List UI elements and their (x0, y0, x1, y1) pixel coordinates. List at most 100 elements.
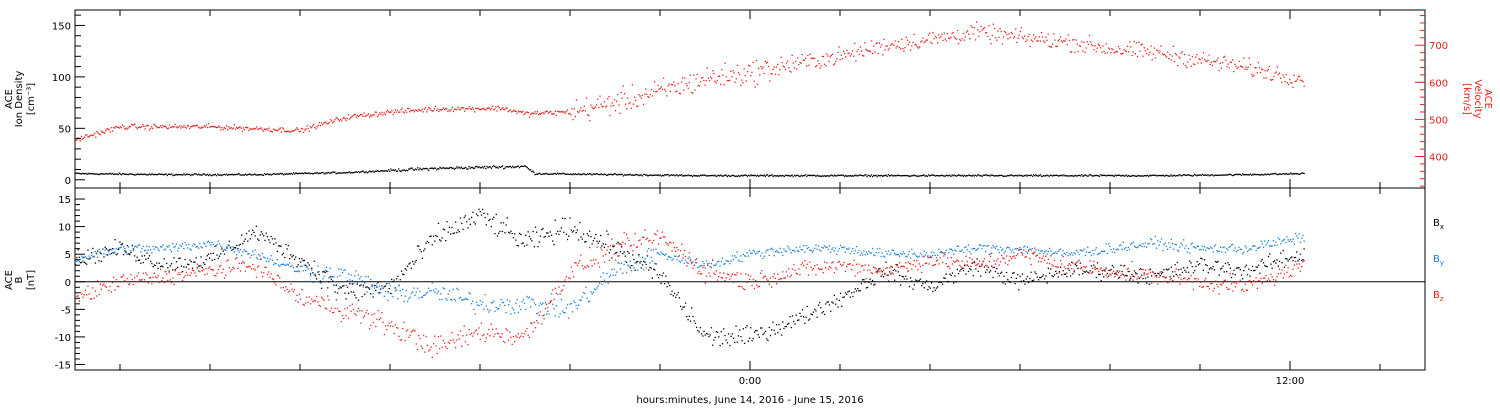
velocity-point (118, 127, 120, 129)
bz-point (641, 236, 644, 239)
density-point (1015, 174, 1017, 177)
density-point (723, 175, 725, 177)
bz-point (377, 309, 379, 312)
density-point (564, 173, 566, 175)
bz-point (393, 332, 395, 335)
velocity-point (731, 76, 733, 78)
velocity-point (305, 128, 307, 130)
velocity-point (1096, 47, 1098, 49)
density-point (477, 166, 479, 169)
bx-point (1154, 272, 1156, 275)
velocity-point (256, 126, 258, 128)
by-point (653, 249, 655, 251)
velocity-point (85, 134, 87, 136)
density-point (896, 174, 898, 177)
density-point (445, 167, 447, 170)
bz-point (344, 308, 346, 310)
density-point (519, 165, 522, 168)
velocity-point (712, 70, 714, 72)
velocity-point (248, 129, 250, 131)
bx-point (645, 263, 647, 266)
bz-point (809, 261, 811, 263)
density-point (471, 166, 474, 169)
by-point (944, 251, 946, 254)
velocity-point (276, 129, 278, 132)
bz-point (800, 263, 802, 266)
by-point (723, 263, 725, 265)
bz-point (537, 322, 539, 324)
bx-point (365, 286, 367, 288)
bx-point (801, 309, 804, 311)
density-point (152, 173, 154, 175)
bx-point (474, 223, 476, 225)
by-point (1014, 248, 1016, 250)
velocity-point (455, 108, 457, 110)
density-point (1238, 173, 1240, 175)
velocity-point (843, 50, 845, 52)
by-point (108, 251, 110, 253)
bz-point (194, 272, 196, 274)
velocity-point (987, 35, 989, 37)
velocity-point (813, 57, 816, 60)
by-point (214, 245, 216, 248)
bz-point (212, 269, 214, 271)
by-point (654, 262, 656, 265)
bx-point (688, 315, 690, 317)
velocity-point (644, 93, 646, 95)
density-point (494, 165, 496, 168)
bz-point (242, 261, 244, 263)
density-point (1096, 175, 1098, 177)
density-point (894, 175, 896, 177)
velocity-point (575, 99, 578, 101)
bx-point (657, 277, 660, 279)
bz-point (847, 263, 849, 265)
by-point (930, 251, 933, 253)
bz-point (763, 276, 765, 278)
density-point (921, 175, 923, 177)
velocity-point (338, 120, 341, 122)
bx-point (709, 334, 711, 336)
bx-point (308, 264, 310, 266)
by-point (1045, 250, 1047, 252)
by-point (859, 254, 861, 256)
bz-point (672, 242, 674, 244)
by-point (1290, 239, 1292, 241)
velocity-point (620, 91, 622, 94)
bz-point (879, 271, 881, 273)
density-point (1012, 175, 1015, 177)
density-point (257, 174, 259, 176)
by-point (136, 246, 138, 248)
by-point (645, 267, 647, 269)
velocity-point (1153, 47, 1155, 49)
by-point (1165, 245, 1168, 247)
velocity-point (119, 126, 121, 128)
density-point (808, 174, 810, 176)
velocity-point (1283, 76, 1285, 78)
velocity-point (856, 50, 858, 53)
velocity-point (535, 113, 537, 115)
density-point (215, 175, 218, 177)
bx-point (962, 270, 965, 272)
bx-point (233, 247, 235, 249)
velocity-point (417, 110, 419, 112)
by-point (621, 262, 623, 264)
bx-point (852, 295, 854, 298)
by-point (778, 252, 780, 254)
velocity-point (770, 73, 772, 75)
bx-point (600, 234, 602, 237)
bz-point (439, 348, 441, 350)
by-point (546, 313, 548, 315)
density-point (325, 172, 327, 174)
density-point (442, 167, 445, 169)
bz-point (86, 294, 88, 296)
by-point (1066, 251, 1068, 254)
bz-point (725, 277, 727, 279)
density-point (561, 173, 563, 175)
by-point (1057, 250, 1059, 252)
bx-point (459, 217, 462, 219)
bz-point (298, 293, 301, 295)
velocity-point (412, 109, 414, 111)
bz-point (744, 288, 746, 291)
bz-point (891, 272, 893, 274)
by-point (989, 253, 992, 255)
